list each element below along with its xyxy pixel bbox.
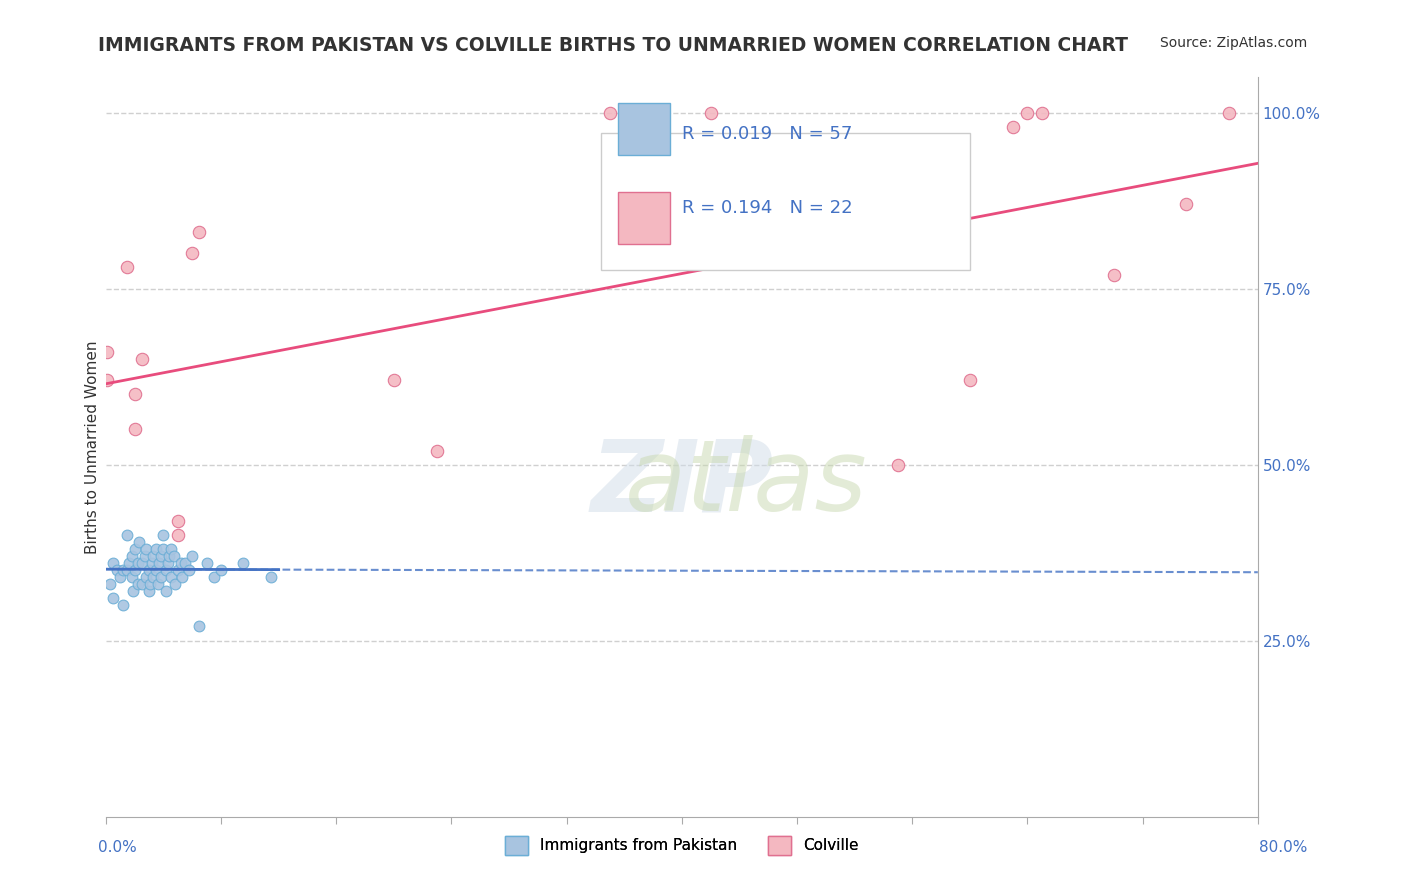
Point	[110, 570, 132, 584]
Point	[124, 563, 146, 577]
Point	[124, 542, 146, 557]
Point	[166, 563, 188, 577]
Point	[127, 556, 149, 570]
Point	[181, 246, 204, 260]
Point	[138, 563, 160, 577]
Point	[699, 105, 721, 120]
Point	[599, 105, 621, 120]
Point	[127, 577, 149, 591]
Text: 80.0%: 80.0%	[1260, 840, 1308, 855]
Point	[117, 563, 139, 577]
Point	[135, 570, 157, 584]
FancyBboxPatch shape	[602, 133, 970, 269]
FancyBboxPatch shape	[619, 192, 671, 244]
Point	[121, 570, 143, 584]
Point	[181, 549, 204, 563]
Point	[122, 584, 145, 599]
Point	[157, 549, 180, 563]
Point	[134, 549, 156, 563]
Point	[1017, 105, 1039, 120]
Point	[105, 563, 128, 577]
Point	[170, 556, 193, 570]
Point	[179, 563, 201, 577]
Point	[135, 542, 157, 557]
Point	[166, 514, 188, 528]
Point	[202, 570, 225, 584]
Point	[124, 422, 146, 436]
Point	[101, 556, 124, 570]
Point	[131, 577, 153, 591]
Point	[209, 563, 232, 577]
Point	[112, 599, 135, 613]
Point	[1218, 105, 1240, 120]
Point	[188, 225, 211, 239]
Text: atlas: atlas	[498, 435, 866, 533]
Point	[155, 563, 177, 577]
Point	[141, 556, 163, 570]
Point	[426, 443, 449, 458]
Point	[188, 619, 211, 633]
Point	[142, 549, 165, 563]
Point	[138, 584, 160, 599]
Point	[159, 570, 181, 584]
Point	[152, 542, 174, 557]
Point	[142, 570, 165, 584]
Text: Source: ZipAtlas.com: Source: ZipAtlas.com	[1160, 36, 1308, 50]
Point	[163, 577, 186, 591]
Point	[131, 556, 153, 570]
FancyBboxPatch shape	[619, 103, 671, 155]
Point	[145, 542, 167, 557]
Point	[148, 556, 170, 570]
Point	[162, 549, 184, 563]
Y-axis label: Births to Unmarried Women: Births to Unmarried Women	[86, 340, 100, 554]
Point	[112, 563, 135, 577]
Point	[959, 373, 981, 387]
Point	[117, 260, 139, 275]
Point	[124, 387, 146, 401]
Point	[139, 577, 162, 591]
Point	[121, 549, 143, 563]
Point	[131, 351, 153, 366]
Point	[260, 570, 283, 584]
Point	[174, 556, 197, 570]
Text: R = 0.194   N = 22: R = 0.194 N = 22	[682, 200, 852, 218]
Point	[166, 528, 188, 542]
Point	[1174, 197, 1197, 211]
Point	[128, 535, 150, 549]
Point	[98, 577, 121, 591]
Point	[1002, 120, 1025, 134]
Text: IMMIGRANTS FROM PAKISTAN VS COLVILLE BIRTHS TO UNMARRIED WOMEN CORRELATION CHART: IMMIGRANTS FROM PAKISTAN VS COLVILLE BIR…	[98, 36, 1129, 54]
Point	[1031, 105, 1053, 120]
Legend: Immigrants from Pakistan, Colville: Immigrants from Pakistan, Colville	[499, 830, 865, 861]
Point	[156, 556, 179, 570]
Text: ZIP: ZIP	[591, 435, 773, 533]
Point	[887, 458, 910, 472]
Point	[1102, 268, 1125, 282]
Point	[159, 542, 181, 557]
Point	[149, 549, 172, 563]
Point	[172, 570, 194, 584]
Point	[96, 373, 118, 387]
Point	[382, 373, 405, 387]
Point	[145, 563, 167, 577]
Point	[155, 584, 177, 599]
Text: R = 0.019   N = 57: R = 0.019 N = 57	[682, 126, 852, 144]
Point	[152, 528, 174, 542]
Point	[101, 591, 124, 606]
Point	[117, 528, 139, 542]
Point	[232, 556, 254, 570]
Point	[96, 345, 118, 359]
Point	[118, 556, 141, 570]
Point	[146, 577, 169, 591]
Point	[149, 570, 172, 584]
Text: 0.0%: 0.0%	[98, 840, 138, 855]
Point	[195, 556, 218, 570]
